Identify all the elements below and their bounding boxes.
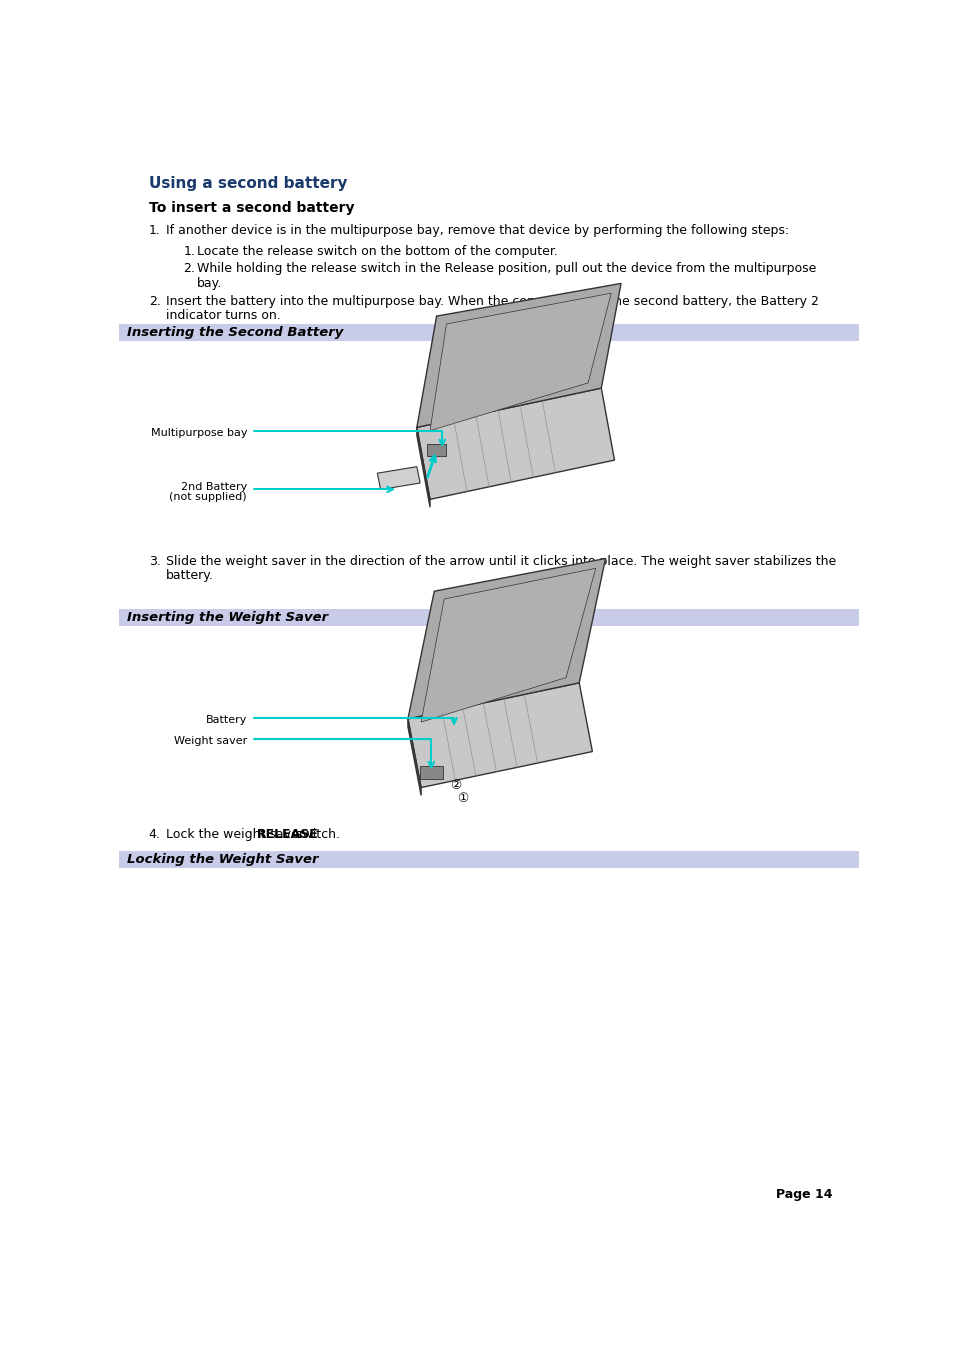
Text: 1.: 1.: [149, 224, 160, 236]
Bar: [119, 324, 858, 340]
Text: ②: ②: [450, 780, 461, 792]
Text: Insert the battery into the multipurpose bay. When the computer uses the second : Insert the battery into the multipurpose…: [166, 295, 818, 308]
Text: (not supplied): (not supplied): [170, 493, 247, 503]
Text: Locking the Weight Saver: Locking the Weight Saver: [127, 854, 318, 866]
Text: Lock the weight saver: Lock the weight saver: [166, 828, 307, 842]
Text: 3.: 3.: [149, 555, 160, 567]
Bar: [426, 444, 446, 457]
Text: Battery: Battery: [206, 715, 247, 725]
Text: bay.: bay.: [196, 277, 222, 290]
Text: 1.: 1.: [183, 246, 195, 258]
Polygon shape: [416, 284, 620, 427]
Bar: [419, 766, 442, 780]
Text: If another device is in the multipurpose bay, remove that device by performing t: If another device is in the multipurpose…: [166, 224, 788, 236]
Text: While holding the release switch in the Release position, pull out the device fr: While holding the release switch in the …: [196, 262, 815, 276]
Polygon shape: [416, 427, 430, 507]
Text: 2.: 2.: [149, 295, 160, 308]
Bar: [119, 851, 858, 869]
Text: indicator turns on.: indicator turns on.: [166, 309, 280, 322]
Text: Multipurpose bay: Multipurpose bay: [151, 428, 247, 438]
Text: ①: ①: [456, 792, 468, 805]
Polygon shape: [416, 388, 614, 500]
Bar: [119, 609, 858, 626]
Text: Inserting the Second Battery: Inserting the Second Battery: [127, 326, 343, 339]
Text: Inserting the Weight Saver: Inserting the Weight Saver: [127, 611, 328, 624]
Polygon shape: [408, 719, 420, 796]
Text: 2nd Battery: 2nd Battery: [181, 482, 247, 492]
Polygon shape: [377, 466, 419, 489]
Text: To insert a second battery: To insert a second battery: [149, 200, 354, 215]
Text: 2.: 2.: [183, 262, 195, 276]
Text: battery.: battery.: [166, 569, 213, 582]
Text: Slide the weight saver in the direction of the arrow until it clicks into place.: Slide the weight saver in the direction …: [166, 555, 835, 567]
Text: Page 14: Page 14: [775, 1188, 831, 1201]
Text: Weight saver: Weight saver: [173, 736, 247, 746]
Text: Using a second battery: Using a second battery: [149, 176, 347, 190]
Polygon shape: [408, 558, 605, 719]
Text: RELEASE: RELEASE: [256, 828, 318, 842]
Polygon shape: [430, 293, 611, 431]
Text: 4.: 4.: [149, 828, 160, 842]
Text: switch.: switch.: [292, 828, 339, 842]
Text: Locate the release switch on the bottom of the computer.: Locate the release switch on the bottom …: [196, 246, 558, 258]
Polygon shape: [420, 569, 595, 721]
Polygon shape: [408, 682, 592, 788]
